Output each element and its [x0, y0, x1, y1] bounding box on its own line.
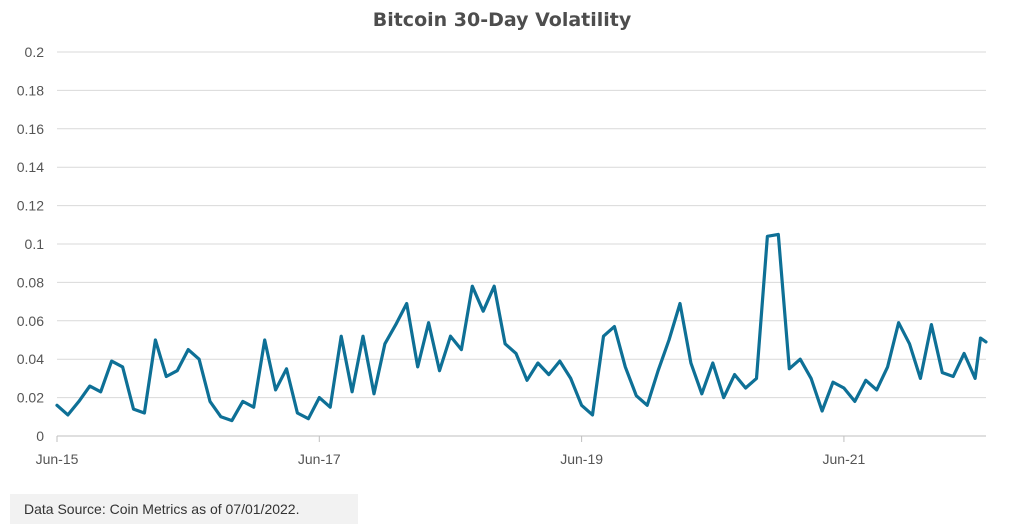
y-tick-label: 0.02: [17, 390, 44, 406]
x-tick-label: Jun-19: [560, 451, 603, 467]
y-tick-label: 0.04: [17, 351, 44, 367]
y-tick-label: 0.16: [17, 121, 44, 137]
y-tick-label: 0.12: [17, 198, 44, 214]
x-tick-label: Jun-15: [36, 451, 79, 467]
y-tick-label: 0.14: [17, 159, 44, 175]
y-tick-label: 0.18: [17, 82, 44, 98]
x-tick-label: Jun-21: [823, 451, 866, 467]
x-axis-ticks: Jun-15 Jun-17 Jun-19 Jun-21: [36, 436, 866, 467]
chart-title: Bitcoin 30-Day Volatility: [373, 9, 632, 31]
y-axis-ticks: 0 0.02 0.04 0.06 0.08 0.1 0.12 0.14 0.16 0.18 0.2: [17, 44, 44, 444]
data-source-box: Data Source: Coin Metrics as of 07/01/20…: [10, 494, 358, 524]
y-tick-label: 0.06: [17, 313, 44, 329]
data-source-note: Data Source: Coin Metrics as of 07/01/20…: [24, 501, 300, 517]
y-tick-label: 0.08: [17, 274, 44, 290]
x-tick-label: Jun-17: [298, 451, 341, 467]
grid-layer: [57, 51, 986, 399]
y-tick-label: 0.2: [25, 44, 45, 60]
y-tick-label: 0.1: [25, 236, 45, 252]
y-tick-label: 0: [36, 428, 44, 444]
volatility-series-line: [55, 232, 988, 423]
